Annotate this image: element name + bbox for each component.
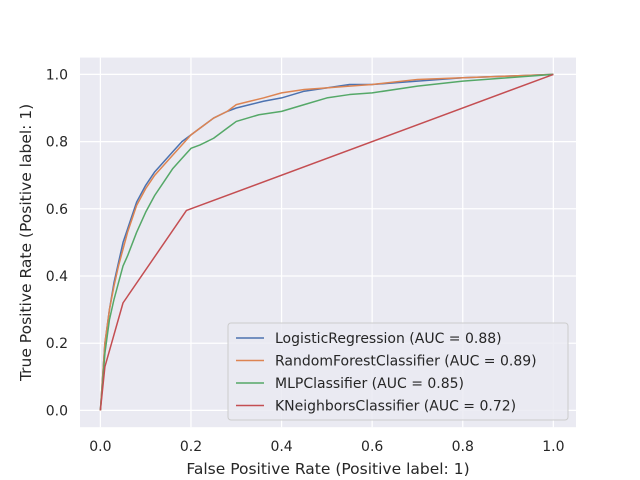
tick-labels: 0.0 0.2 0.4 0.6 0.8 1.0 0.0 0.2 0.4 0.6 0.8 1.0	[46, 67, 565, 455]
grid-lines	[80, 57, 576, 428]
series-layer	[99, 73, 554, 411]
x-axis-label: False Positive Rate (Positive label: 1)	[186, 460, 469, 478]
x-tick-label: 0.8	[452, 439, 474, 455]
x-tick-label: 0.4	[270, 439, 292, 455]
legend-box	[227, 322, 569, 421]
x-tick-label: 0.6	[361, 439, 383, 455]
y-tick-label: 0.6	[46, 202, 68, 218]
series-line-1	[99, 73, 554, 411]
y-axis-label: True Positive Rate (Positive label: 1)	[17, 104, 35, 382]
legend-entry-3: KNeighborsClassifier (AUC = 0.72)	[275, 399, 516, 415]
legend-entry-2: MLPClassifier (AUC = 0.85)	[275, 376, 464, 392]
x-tick-label: 1.0	[542, 439, 564, 455]
legend: LogisticRegression (AUC = 0.88) RandomFor…	[227, 322, 569, 421]
legend-entry-0: LogisticRegression (AUC = 0.88)	[275, 331, 502, 347]
y-tick-label: 1.0	[46, 67, 68, 83]
series-line-3	[99, 73, 554, 411]
y-tick-label: 0.8	[46, 135, 68, 151]
x-tick-label: 0.2	[180, 439, 202, 455]
x-tick-label: 0.0	[89, 439, 111, 455]
legend-entry-1: RandomForestClassifier (AUC = 0.89)	[275, 354, 537, 370]
series-line-2	[99, 73, 554, 411]
y-tick-label: 0.2	[46, 336, 68, 352]
y-tick-label: 0.4	[46, 269, 68, 285]
y-tick-label: 0.0	[46, 403, 68, 419]
